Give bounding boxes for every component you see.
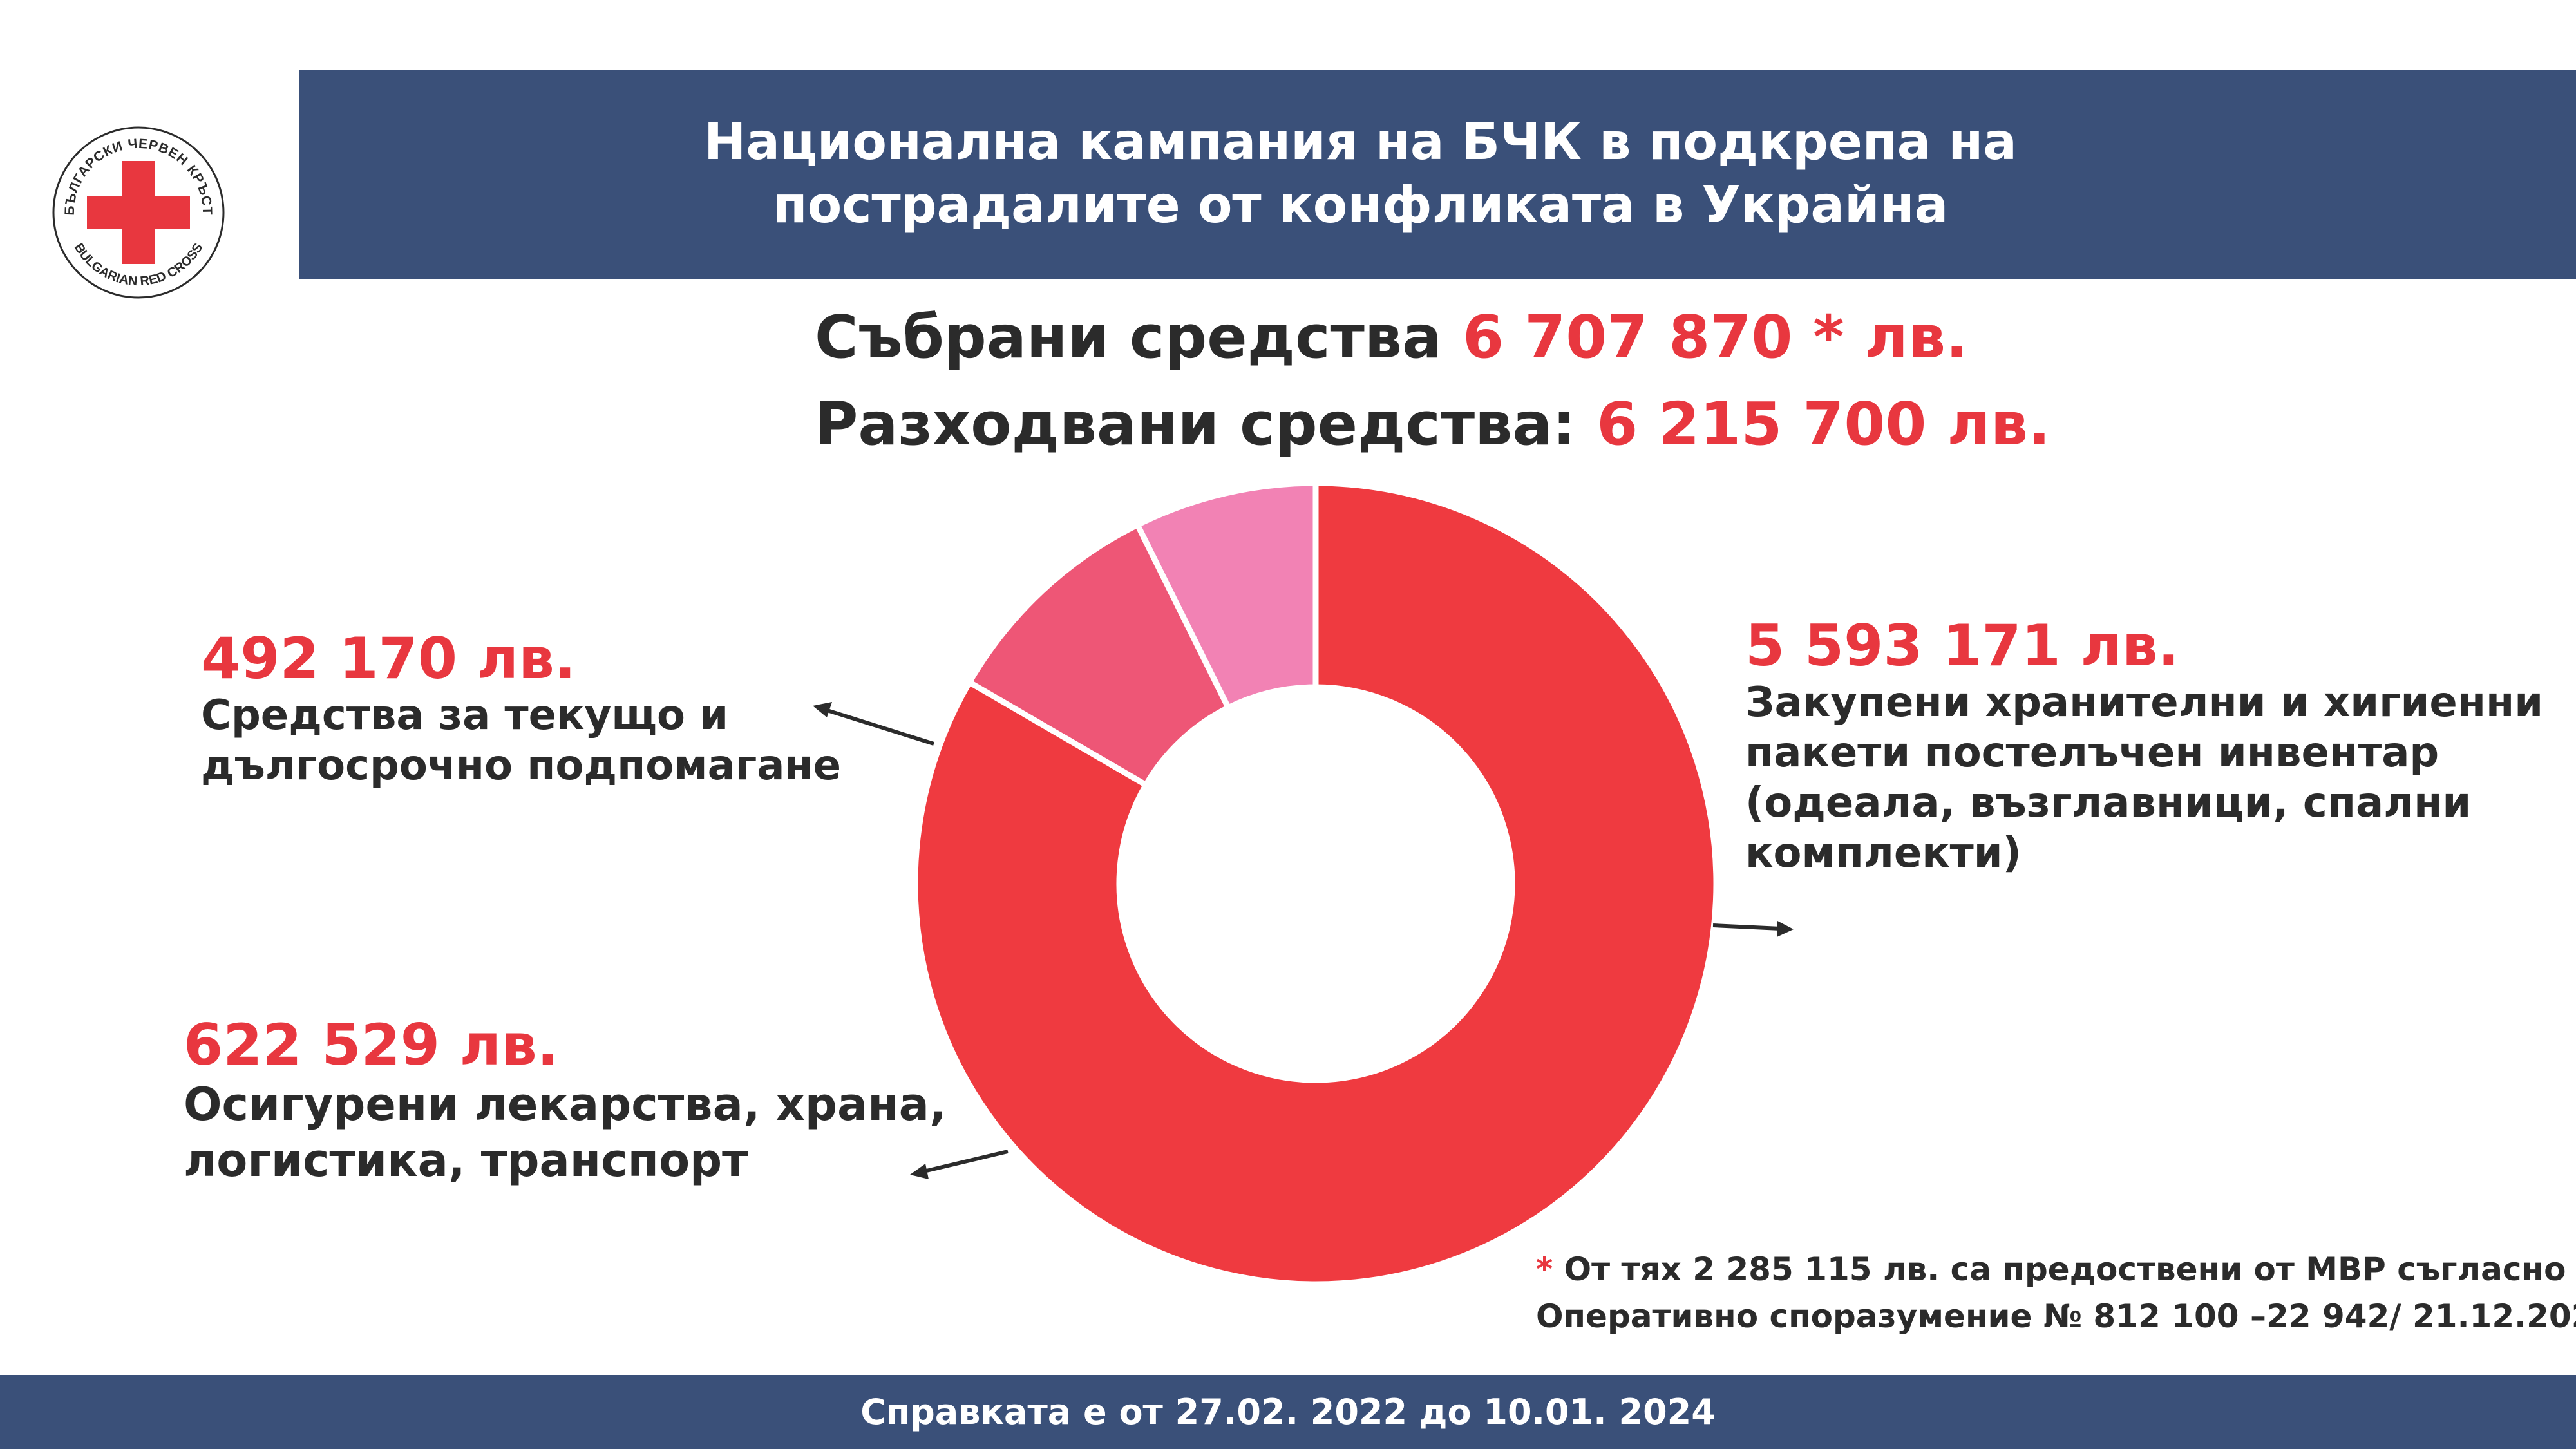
packages-desc-line-3: (одеала, възглавници, спални (1745, 779, 2472, 827)
arrow-medicines (910, 1150, 1009, 1179)
medicines-desc-line-1: Осигурени лекарства, храна, (184, 1077, 947, 1131)
red-cross-icon (87, 161, 190, 264)
arrow-packages (1712, 921, 1794, 937)
footnote-star: * (1536, 1251, 1553, 1288)
spent-funds: Разходвани средства: 6 215 700 лв. (815, 390, 2050, 459)
footer-banner: Справката е от 27.02. 2022 до 10.01. 202… (0, 1375, 2576, 1449)
bulgarian-red-cross-logo: БЪЛГАРСКИ ЧЕРВЕН КРЪСТ BULGARIAN RED CRO… (52, 126, 225, 299)
header-banner: Национална кампания на БЧК в подкрепа на… (299, 70, 2576, 279)
arrow-support (813, 702, 934, 746)
footnote-text-1: От тях 2 285 115 лв. са предоствени от М… (1553, 1251, 2566, 1288)
collected-funds-value: 6 707 870 * лв. (1463, 303, 1969, 372)
slice-label-medicines: 622 529 лв. Осигурени лекарства, храна, … (184, 1014, 946, 1188)
footnote-line-2: Оперативно споразумение № 812 100 –22 94… (1536, 1297, 2576, 1335)
slice-packages (912, 480, 1719, 1287)
header-title-line-2: пострадалите от конфликата в Украйна (772, 176, 1949, 234)
slice-support (1133, 480, 1319, 712)
packages-desc-line-4: комплекти) (1745, 829, 2022, 878)
slice-label-packages: 5 593 171 лв. Закупени хранителни и хиги… (1745, 612, 2544, 878)
support-desc-line-1: Средства за текущо и (201, 691, 729, 739)
medicines-amount: 622 529 лв. (184, 1012, 559, 1078)
footnote: * От тях 2 285 115 лв. са предоствени от… (1536, 1246, 2576, 1340)
spent-funds-value: 6 215 700 лв. (1596, 390, 2050, 459)
header-title-line-1: Национална кампания на БЧК в подкрепа на (704, 113, 2017, 171)
packages-amount: 5 593 171 лв. (1745, 612, 2180, 679)
slice-medicines (965, 520, 1233, 789)
collected-funds: Събрани средства 6 707 870 * лв. (815, 303, 1968, 372)
footnote-line-1: * От тях 2 285 115 лв. са предоствени от… (1536, 1246, 2576, 1293)
collected-funds-label: Събрани средства (815, 303, 1443, 372)
support-amount: 492 170 лв. (201, 625, 576, 692)
packages-desc-line-2: пакети постелъчен инвентар (1745, 728, 2439, 777)
support-desc-line-2: дългосрочно подпомагане (201, 741, 841, 790)
slice-label-support: 492 170 лв. Средства за текущо и дългоср… (201, 625, 841, 791)
packages-desc-line-1: Закупени хранителни и хигиенни (1745, 678, 2544, 726)
footer-text: Справката е от 27.02. 2022 до 10.01. 202… (860, 1392, 1716, 1432)
medicines-desc-line-2: логистика, транспорт (184, 1133, 748, 1187)
spent-funds-label: Разходвани средства: (815, 390, 1577, 459)
